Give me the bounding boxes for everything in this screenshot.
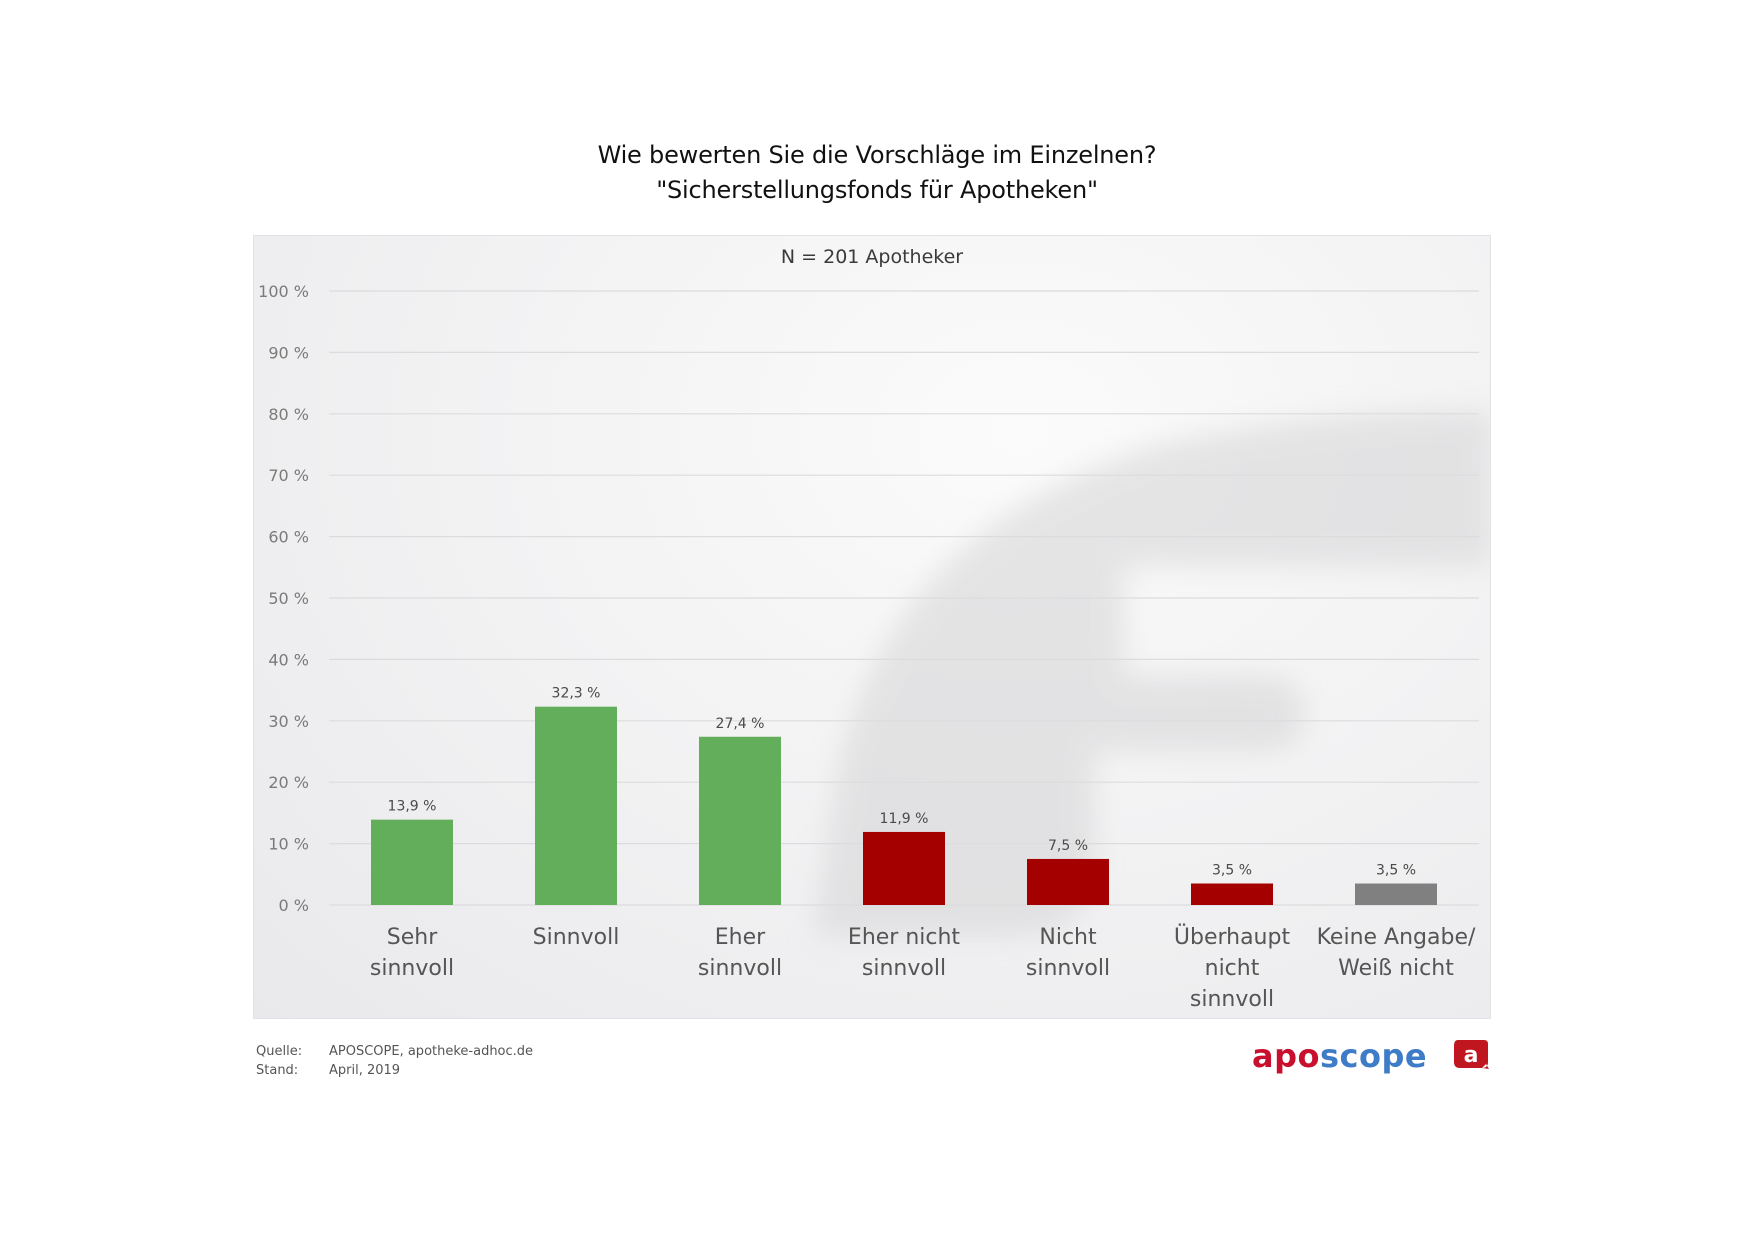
sample-size-label: N = 201 Apotheker [780,246,964,268]
chart-area: 0 % 10 % 20 % 30 % 40 % 50 % 60 % 70 % 80 % 90 % 1… [253,235,1491,1019]
category-label: Keine Angabe/Weiß nicht [1317,925,1476,981]
category-label: Nicht sinnvoll [1026,925,1110,981]
category-label-line: nicht [1205,956,1260,981]
category-label-line: Sinnvoll [533,925,620,950]
value-label: 11,9 % [880,811,929,827]
category-label-line: Nicht [1039,925,1097,950]
category-label-line: Eher nicht [848,925,961,950]
category-label-line: Überhaupt [1174,924,1291,950]
bar [1027,858,1109,905]
y-tick-label: 20 % [268,773,309,792]
gridlines [329,290,1479,906]
bar [371,819,453,905]
bar [1355,883,1437,905]
category-label-line: sinnvoll [1026,956,1110,981]
watermark-logo-shadow [814,411,1490,936]
bar [1191,883,1273,905]
y-tick-label: 90 % [268,343,309,362]
footer-source-value: APOSCOPE, apotheke-adhoc.de [329,1044,534,1059]
category-label-line: Weiß nicht [1338,956,1454,981]
logo-part-apo: apo [1252,1037,1320,1075]
bar [535,706,617,905]
category-label-line: sinnvoll [370,956,454,981]
value-label: 7,5 % [1048,838,1088,854]
y-axis-tick-labels: 0 % 10 % 20 % 30 % 40 % 50 % 60 % 70 % 80 % 90 % 1… [258,282,309,915]
category-label: Sinnvoll [533,925,620,950]
y-tick-label: 40 % [268,650,309,669]
category-label-line: sinnvoll [862,956,946,981]
logo-part-scope: scope [1319,1037,1428,1075]
y-tick-label: 0 % [279,896,309,915]
footer-date-key: Stand: [256,1063,299,1078]
value-label: 27,4 % [716,716,765,732]
category-label: Eher sinnvoll [698,925,782,981]
aposcope-logo: aposcope [1252,1037,1427,1075]
bar-chart: 0 % 10 % 20 % 30 % 40 % 50 % 60 % 70 % 80 % 90 % 1… [258,282,1490,1012]
value-label: 32,3 % [552,686,601,702]
value-labels: 13,9 % 32,3 % 27,4 % 11,9 % 7,5 % 3,5 % 3,5 % [388,686,1416,879]
category-label-line: Sehr [387,925,438,950]
value-label: 3,5 % [1376,863,1416,879]
footer-date: Stand: April, 2019 [256,1063,400,1078]
chart-title-line-1: Wie bewerten Sie die Vorschläge im Einze… [597,141,1157,169]
y-tick-label: 60 % [268,528,309,547]
footer-date-value: April, 2019 [329,1063,401,1078]
y-tick-label: 50 % [268,589,309,608]
category-label: Überhaupt nicht sinnvoll [1174,924,1291,1012]
y-tick-label: 80 % [268,405,309,424]
category-label: Eher nicht sinnvoll [848,925,961,981]
category-label: Sehr sinnvoll [370,925,454,981]
footer-source: Quelle: APOSCOPE, apotheke-adhoc.de [256,1044,533,1059]
value-label: 3,5 % [1212,863,1252,879]
y-tick-label: 100 % [258,282,309,301]
badge-letter: a [1464,1043,1479,1068]
category-label-line: sinnvoll [698,956,782,981]
category-label-line: Eher [715,925,766,950]
apotheke-adhoc-a-icon: a [1454,1040,1489,1069]
category-label-line: sinnvoll [1190,987,1274,1012]
category-label-line: Keine Angabe/ [1317,925,1476,950]
bars [371,706,1437,905]
chart-title-line-2: "Sicherstellungsfonds für Apotheken" [656,176,1098,204]
bar [699,736,781,905]
value-label: 13,9 % [388,799,437,815]
footer-source-key: Quelle: [256,1044,303,1059]
y-tick-label: 10 % [268,835,309,854]
y-tick-label: 30 % [268,712,309,731]
bar [863,831,945,905]
y-tick-label: 70 % [268,466,309,485]
